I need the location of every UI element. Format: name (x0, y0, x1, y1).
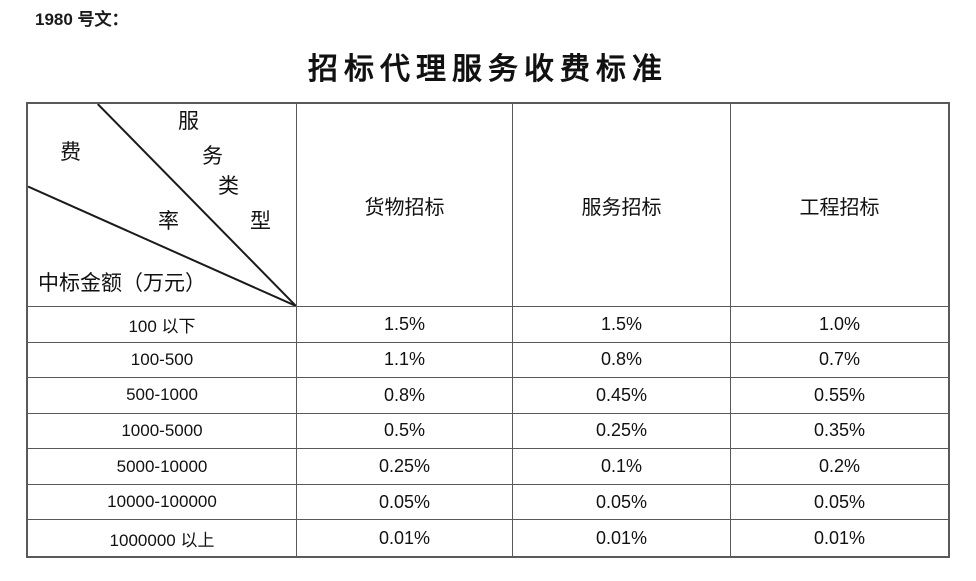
column-header-goods: 货物招标 (297, 104, 513, 307)
row-label-cell: 5000-10000 (28, 449, 297, 485)
rate-cell: 0.8% (513, 342, 731, 379)
rate-cell: 0.35% (731, 414, 948, 450)
rate-cell: 0.8% (297, 378, 513, 414)
row-label-cell: 1000-5000 (28, 413, 297, 450)
row-label-cell: 100 以下 (28, 307, 297, 343)
row-label-cell: 100-500 (28, 342, 297, 379)
rate-cell: 0.05% (731, 485, 948, 521)
row-label-cell: 500-1000 (28, 378, 297, 414)
corner-type-char: 务 (202, 144, 223, 168)
rate-cell: 0.05% (513, 484, 731, 521)
rate-cell: 0.55% (731, 378, 948, 414)
rate-cell: 1.1% (297, 342, 513, 379)
row-label-cell: 10000-100000 (28, 484, 297, 521)
rate-cell: 0.01% (297, 520, 513, 556)
rate-cell: 0.01% (513, 520, 731, 556)
diagonal-header-cell: 服 务 类 型 费 率 中标金额（万元） (28, 104, 297, 307)
column-header-services: 服务招标 (513, 104, 731, 307)
rate-cell: 0.5% (297, 413, 513, 450)
fee-standard-table: 服 务 类 型 费 率 中标金额（万元） 货物招标 服务招标 工程招标 100 … (26, 102, 950, 558)
rate-cell: 1.0% (731, 307, 948, 343)
doc-number-label: 1980 号文： (35, 10, 129, 29)
corner-rate-char: 费 (60, 140, 81, 164)
page-title: 招标代理服务收费标准 (308, 53, 668, 86)
rate-cell: 0.45% (513, 378, 731, 414)
rate-cell: 1.5% (513, 307, 731, 343)
rate-cell: 0.25% (297, 449, 513, 485)
corner-type-char: 服 (178, 109, 199, 133)
rate-cell: 0.25% (513, 413, 731, 450)
corner-amount-label: 中标金额（万元） (38, 271, 206, 295)
rate-cell: 0.1% (513, 449, 731, 485)
corner-type-char: 型 (250, 209, 271, 233)
rate-cell: 0.05% (297, 484, 513, 521)
rate-cell: 0.7% (731, 343, 948, 379)
row-label-cell: 1000000 以上 (28, 520, 297, 556)
rate-cell: 0.2% (731, 449, 948, 485)
corner-type-char: 类 (218, 174, 239, 198)
diagonal-lines (28, 104, 296, 306)
corner-rate-char: 率 (158, 209, 179, 233)
rate-cell: 0.01% (813, 527, 866, 548)
column-header-engineering: 工程招标 (731, 104, 948, 307)
rate-cell: 1.5% (297, 307, 513, 343)
